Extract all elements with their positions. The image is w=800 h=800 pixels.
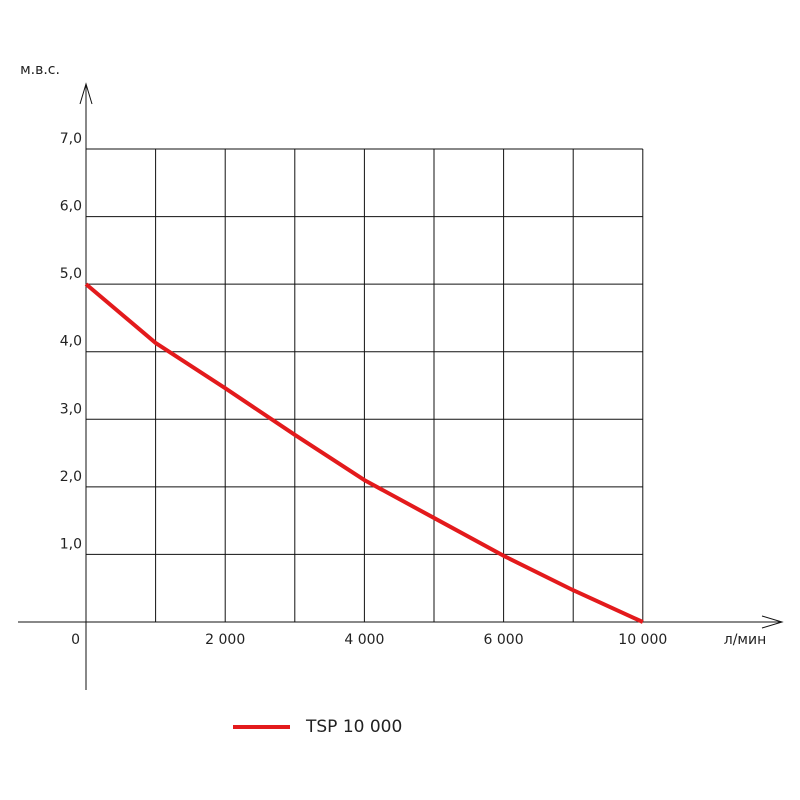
- y-tick-label: 2,0: [60, 469, 82, 485]
- y-tick-label: 7,0: [60, 131, 82, 147]
- x-axis-arrow: [761, 615, 784, 629]
- x-axis-label: л/мин: [724, 632, 766, 648]
- x-tick-label: 4 000: [344, 632, 384, 648]
- data-line: [84, 282, 644, 624]
- x-tick-label: 0: [71, 632, 80, 648]
- y-axis-label: м.в.с.: [20, 62, 60, 78]
- y-tick-label: 4,0: [60, 334, 82, 350]
- x-tick-label: 6 000: [484, 632, 524, 648]
- x-tick-label: 10 000: [618, 632, 667, 648]
- y-tick-label: 1,0: [60, 536, 82, 552]
- y-tick-label: 6,0: [60, 199, 82, 215]
- y-axis-arrow: [79, 82, 93, 105]
- y-tick-label: 3,0: [60, 401, 82, 417]
- y-tick-label: 5,0: [60, 266, 82, 282]
- x-tick-label: 2 000: [205, 632, 245, 648]
- legend-label: TSP 10 000: [305, 717, 402, 737]
